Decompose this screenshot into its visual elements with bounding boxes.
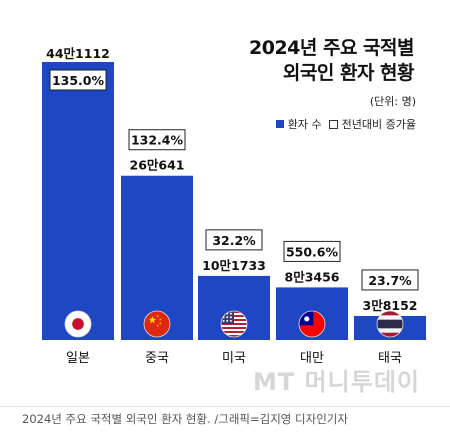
value-label: 44만1112 <box>46 46 110 61</box>
watermark-logo: MT 머니투데이 <box>252 368 420 396</box>
flag-dot <box>229 312 232 315</box>
category-label: 일본 <box>66 351 90 366</box>
flag-sun <box>304 316 310 322</box>
value-label: 8만3456 <box>285 269 340 284</box>
caption: 2024년 주요 국적별 외국인 환자 현황. /그래픽=김지영 디자인기자 <box>22 412 348 426</box>
category-label: 미국 <box>222 351 246 366</box>
flag-bg <box>144 311 170 337</box>
growth-rate-box <box>49 69 107 91</box>
taiwan-flag-icon <box>298 310 326 338</box>
title-line-1: 2024년 주요 국적별 <box>249 37 415 59</box>
value-label: 3만8152 <box>363 298 418 313</box>
flag-small-star <box>159 318 162 321</box>
growth-rate-box <box>283 240 341 262</box>
growth-rate-box <box>205 229 263 251</box>
flag-ring <box>376 310 404 338</box>
flag-star <box>148 316 157 324</box>
value-label: 10만1733 <box>202 258 266 273</box>
flag-small-star <box>156 324 159 327</box>
flag-ring <box>143 310 171 338</box>
flag-stripe <box>221 327 247 329</box>
china-flag-icon-body <box>144 311 170 337</box>
flag-blue <box>377 319 403 329</box>
legend-swatch-growth <box>328 119 338 129</box>
japan-flag-icon-body <box>65 311 91 337</box>
bar <box>42 62 114 340</box>
flag-small-star <box>156 314 159 318</box>
flag-dot <box>222 319 225 322</box>
flag-dot <box>226 319 229 322</box>
flag-small-star <box>159 322 162 325</box>
growth-rate-box <box>128 129 186 151</box>
value-label: 26만641 <box>130 158 185 173</box>
growth-rate-label: 132.4% <box>131 133 184 148</box>
flag-stripe <box>221 331 247 333</box>
chart-area: 135.0% 44만1112 일본 132.4% 26만641 중국 32.2% 10만173… <box>42 46 426 366</box>
category-label: 중국 <box>145 351 169 366</box>
chart-title: 2024년 주요 국적별 외국인 환자 현황 <box>249 36 415 86</box>
usa-flag-icon <box>220 310 248 338</box>
flag-ring <box>220 310 248 338</box>
growth-rate-label: 23.7% <box>368 273 412 288</box>
china-flag-icon <box>143 310 171 338</box>
flag-ring <box>298 310 326 338</box>
usa-flag-icon-body <box>221 311 247 337</box>
growth-rate-label: 135.0% <box>52 73 105 88</box>
thailand-flag-icon <box>376 310 404 338</box>
divider <box>0 406 450 407</box>
flag-sun <box>72 318 84 330</box>
unit-note: (단위: 명) <box>369 95 416 108</box>
japan-flag-icon <box>64 310 92 338</box>
growth-rate-label: 550.6% <box>286 244 339 259</box>
title-line-2: 외국인 환자 현황 <box>282 62 415 84</box>
flag-dot <box>226 316 229 319</box>
legend-label-patients: 환자 수 <box>287 118 322 131</box>
bar-chart: 135.0% 44만1112 일본 132.4% 26만641 중국 32.2% 10만173… <box>42 46 426 366</box>
legend-label-growth: 전년대비 증가율 <box>341 118 416 131</box>
thailand-flag-icon-body <box>377 311 403 337</box>
flag-dot <box>229 319 232 322</box>
legend: 환자 수 전년대비 증가율 <box>275 116 416 132</box>
legend-swatch-patients <box>275 120 284 128</box>
category-label: 대만 <box>300 351 324 366</box>
category-label: 태국 <box>378 351 402 366</box>
flag-dot <box>229 316 232 319</box>
growth-rate-box <box>361 269 419 291</box>
growth-rate-label: 32.2% <box>212 233 256 248</box>
flag-ring <box>64 310 92 338</box>
flag-stripe <box>221 335 247 337</box>
